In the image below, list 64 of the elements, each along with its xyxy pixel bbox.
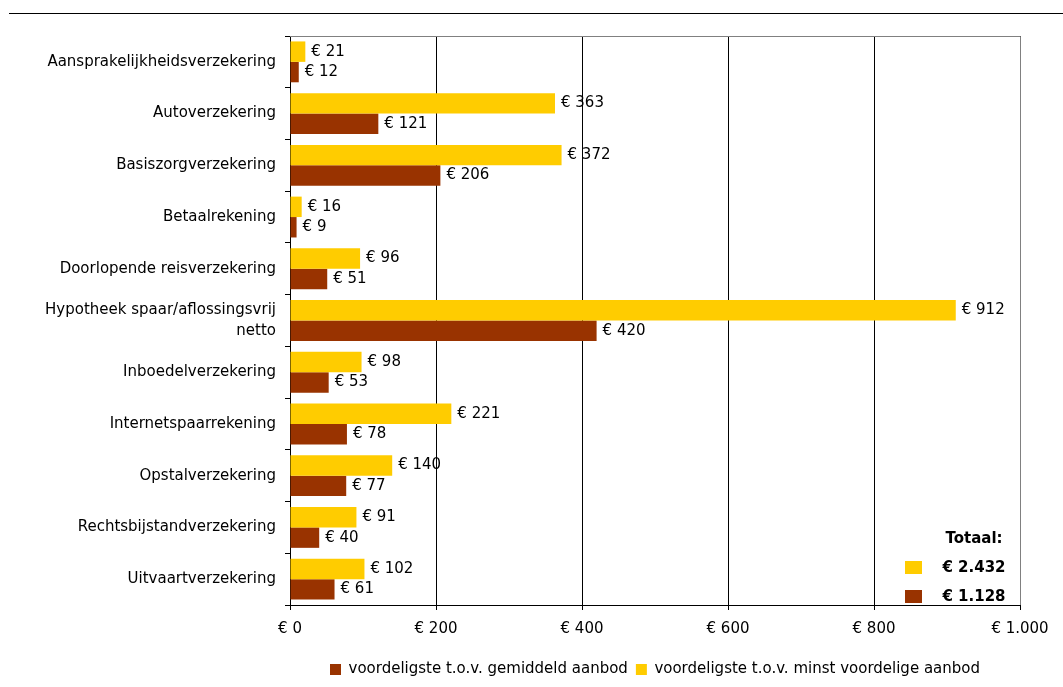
y-tick-label: Internetspaarrekening <box>109 413 276 432</box>
data-label: € 91 <box>362 507 396 526</box>
bar <box>290 455 393 476</box>
y-tick-label: Inboedelverzekering <box>123 362 276 381</box>
bar <box>290 506 357 528</box>
y-tick-label: Uitvaartverzekering <box>127 569 276 588</box>
data-label: € 9 <box>302 217 327 236</box>
bar <box>290 558 365 580</box>
bar <box>290 300 956 321</box>
bar <box>290 217 297 238</box>
data-label: € 53 <box>334 372 369 391</box>
x-tick-label: € 400 <box>560 618 604 637</box>
x-tick-label: € 1.000 <box>991 618 1049 637</box>
data-label: € 912 <box>961 300 1005 319</box>
data-label: € 51 <box>333 268 367 287</box>
bar <box>290 527 320 548</box>
bar <box>290 113 379 135</box>
bar <box>290 93 555 114</box>
bar <box>290 61 299 83</box>
bar <box>290 165 441 186</box>
bar <box>290 351 362 373</box>
x-tick-label: € 200 <box>414 618 458 637</box>
bar <box>290 196 302 218</box>
bar <box>290 320 597 341</box>
data-label: € 206 <box>446 165 490 184</box>
bar <box>290 579 335 600</box>
data-label: € 21 <box>311 41 345 60</box>
data-label: € 78 <box>352 424 387 443</box>
y-tick-label: Doorlopende reisverzekering <box>59 258 276 277</box>
y-tick-label: Rechtsbijstandverzekering <box>77 517 276 536</box>
data-label: € 121 <box>384 113 428 132</box>
data-label: € 420 <box>602 320 646 339</box>
data-label: € 221 <box>457 403 501 422</box>
y-tick-label: Betaalrekening <box>162 206 276 225</box>
bar <box>290 41 306 62</box>
data-label: € 372 <box>567 144 611 163</box>
y-tick-label: Opstalverzekering <box>139 465 276 484</box>
y-tick-label: Hypotheek spaar/aflossingsvrij netto <box>45 300 276 339</box>
data-label: € 102 <box>370 558 414 577</box>
data-label: € 96 <box>366 248 400 267</box>
annotation: € 2.432 <box>941 557 1007 576</box>
bar <box>290 372 329 393</box>
bar <box>290 248 361 269</box>
data-label: € 12 <box>304 61 339 80</box>
data-label: € 98 <box>367 351 401 370</box>
data-label: € 16 <box>307 196 342 215</box>
annotation: € 1.128 <box>941 586 1007 605</box>
data-label: € 61 <box>340 579 374 598</box>
y-tick-label: Aansprakelijkheidsverzekering <box>47 51 276 70</box>
bar <box>290 423 347 445</box>
data-label: € 40 <box>325 527 359 546</box>
legend-label: voordeligste t.o.v. gemiddeld aanbod <box>348 659 628 678</box>
x-tick-label: € 600 <box>706 618 750 637</box>
y-tick-label: Autoverzekering <box>153 103 276 122</box>
y-tick-label: Basiszorgverzekering <box>116 155 276 174</box>
bar <box>290 268 328 290</box>
legend-label: voordeligste t.o.v. minst voordelige aanbod <box>654 659 981 678</box>
bar <box>290 144 562 166</box>
data-label: € 77 <box>352 475 386 494</box>
x-tick-label: € 0 <box>278 618 302 637</box>
bar <box>290 475 347 497</box>
bar <box>290 403 452 424</box>
annotation: Totaal: <box>944 528 1004 547</box>
x-tick-label: € 800 <box>852 618 896 637</box>
